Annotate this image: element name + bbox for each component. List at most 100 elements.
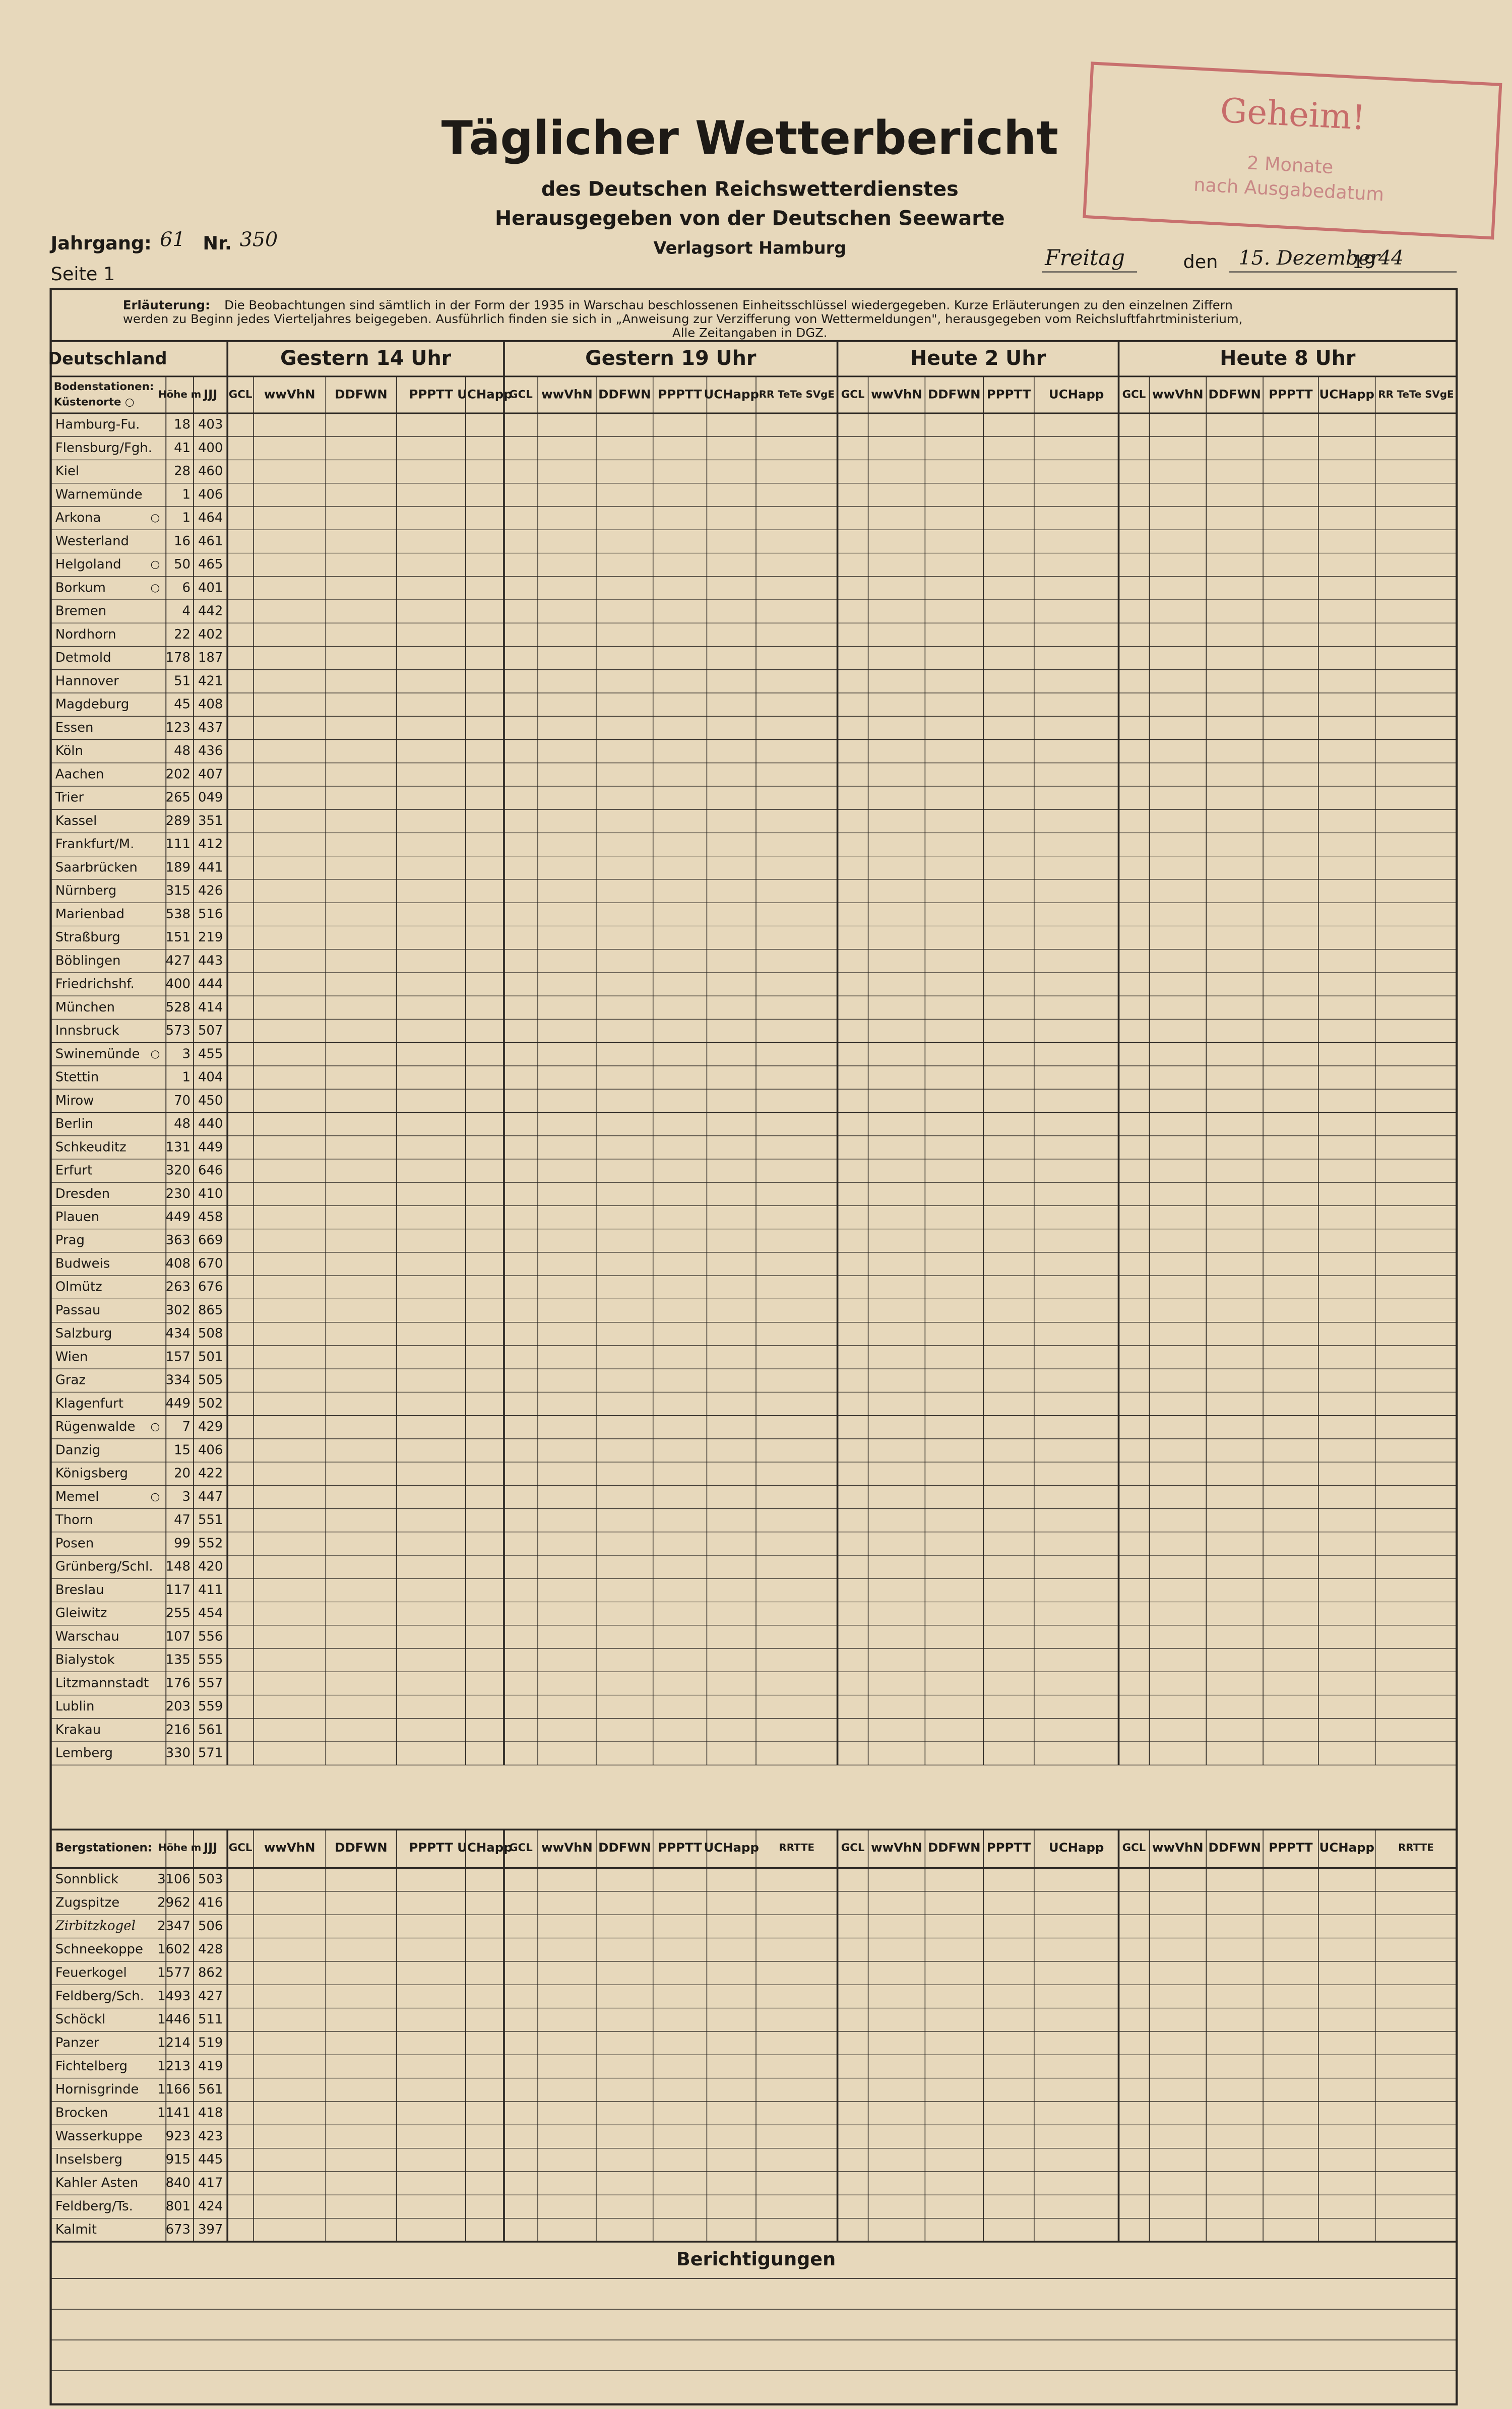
station-jjj: 669: [198, 1233, 223, 1248]
station-name: Trier: [55, 790, 84, 805]
column-header: GCL: [229, 1842, 253, 1854]
station-name: Helgoland: [55, 557, 121, 572]
column-header: DDFWN: [335, 1840, 387, 1855]
station-height: 334: [166, 1373, 191, 1388]
station-name: Zugspitze: [55, 1895, 119, 1911]
station-name: Danzig: [55, 1442, 100, 1457]
station-jjj: 401: [198, 580, 223, 595]
station-jjj: 406: [198, 1442, 223, 1457]
station-height: 47: [174, 1512, 191, 1528]
station-height: 2962: [157, 1895, 191, 1911]
station-jjj: 455: [198, 1046, 223, 1061]
station-jjj: 571: [198, 1746, 223, 1761]
column-header: DDFWN: [598, 387, 651, 401]
station-jjj: 507: [198, 1023, 223, 1038]
stamp-text: Geheim!: [1219, 91, 1366, 138]
station-name: Gleiwitz: [55, 1606, 107, 1621]
station-name: Memel: [55, 1489, 99, 1504]
station-height: 41: [174, 440, 191, 456]
station-name: Schneekoppe: [55, 1942, 143, 1957]
station-jjj: 424: [198, 2199, 223, 2214]
station-height: 216: [166, 1722, 191, 1737]
station-jjj: 464: [198, 511, 223, 526]
publisher: Herausgegeben von der Deutschen Seewarte: [495, 207, 1005, 230]
station-name: Königsberg: [55, 1466, 128, 1481]
explanation-text: Die Beobachtungen sind sämtlich in der F…: [224, 298, 1233, 312]
column-header: UCHapp: [1049, 387, 1104, 401]
station-jjj: 428: [198, 1942, 223, 1957]
number-label: Nr.: [203, 232, 231, 254]
station-name: Marienbad: [55, 907, 124, 922]
station-height: 320: [166, 1163, 191, 1178]
station-height: 203: [166, 1699, 191, 1714]
station-height: 202: [166, 767, 191, 782]
station-height: 70: [174, 1093, 191, 1108]
station-height: 3: [182, 1046, 191, 1061]
station-jjj: 862: [198, 1966, 223, 1981]
date: 15. Dezember: [1238, 246, 1381, 270]
column-header: PPPTT: [987, 1840, 1031, 1855]
station-jjj: 402: [198, 627, 223, 642]
station-name: Erfurt: [55, 1163, 92, 1178]
station-name: Wasserkuppe: [55, 2129, 143, 2144]
column-header: wwVhN: [264, 387, 316, 401]
station-jjj: 416: [198, 1895, 223, 1911]
station-name: Essen: [55, 720, 94, 735]
column-header: PPPTT: [409, 387, 453, 401]
page-number: Seite 1: [51, 263, 115, 285]
column-header: GCL: [1122, 388, 1146, 401]
column-header: RRTTE: [779, 1842, 814, 1853]
station-height: 1446: [157, 2012, 191, 2027]
station-jjj: 555: [198, 1653, 223, 1668]
station-name: Budweis: [55, 1256, 110, 1271]
station-height: 434: [166, 1326, 191, 1341]
station-jjj: 461: [198, 534, 223, 549]
place: Verlagsort Hamburg: [653, 238, 846, 258]
column-header: DDFWN: [928, 387, 980, 401]
column-header: PPPTT: [1269, 387, 1313, 401]
station-height: 111: [166, 837, 191, 852]
station-jjj: 511: [198, 2012, 223, 2027]
station-name: Böblingen: [55, 953, 121, 968]
station-height: 1166: [157, 2082, 191, 2097]
station-jjj: 444: [198, 977, 223, 992]
station-height: 263: [166, 1280, 191, 1295]
station-height: 2347: [157, 1919, 191, 1934]
station-name: Posen: [55, 1536, 94, 1551]
coast-marker: ○: [151, 558, 160, 571]
station-jjj: 557: [198, 1676, 223, 1691]
station-name: Frankfurt/M.: [55, 837, 135, 852]
station-name: Hamburg-Fu.: [55, 417, 140, 432]
station-jjj: 412: [198, 837, 223, 852]
station-jjj: 418: [198, 2106, 223, 2121]
station-name: Zirbitzkogel: [55, 1918, 136, 1933]
column-header: UCHapp: [1319, 387, 1374, 401]
table: Deutschland Gestern 14 Uhr Gestern 19 Uhr H…: [48, 287, 1458, 2405]
station-name: Saarbrücken: [55, 860, 138, 875]
station-name: Kahler Asten: [55, 2176, 139, 2191]
station-name: Schkeuditz: [55, 1139, 127, 1155]
explanation-label: Erläuterung:: [123, 298, 210, 312]
station-name: Hornisgrinde: [55, 2082, 139, 2097]
station-height: 3: [182, 1489, 191, 1504]
period-header: Heute 8 Uhr: [1220, 347, 1356, 370]
station-jjj: 443: [198, 953, 223, 968]
station-height: 1493: [157, 1989, 191, 2004]
station-jjj: 556: [198, 1629, 223, 1644]
station-name: Friedrichshf.: [55, 977, 135, 992]
station-jjj: 351: [198, 813, 223, 829]
station-height: 18: [174, 417, 191, 432]
column-header: GCL: [509, 388, 533, 401]
station-height: 801: [166, 2199, 191, 2214]
column-header: RRTTE: [1398, 1842, 1434, 1853]
volume: 61: [160, 228, 185, 251]
station-name: Detmold: [55, 650, 111, 665]
date-label: den: [1183, 251, 1218, 273]
station-height: 1141: [157, 2106, 191, 2121]
title: Täglicher Wetterbericht: [442, 111, 1058, 165]
station-name: Prag: [55, 1233, 85, 1248]
station-height: 1602: [157, 1942, 191, 1957]
station-name: Innsbruck: [55, 1023, 119, 1038]
station-height: 1: [182, 511, 191, 526]
station-name: Litzmannstadt: [55, 1676, 149, 1691]
